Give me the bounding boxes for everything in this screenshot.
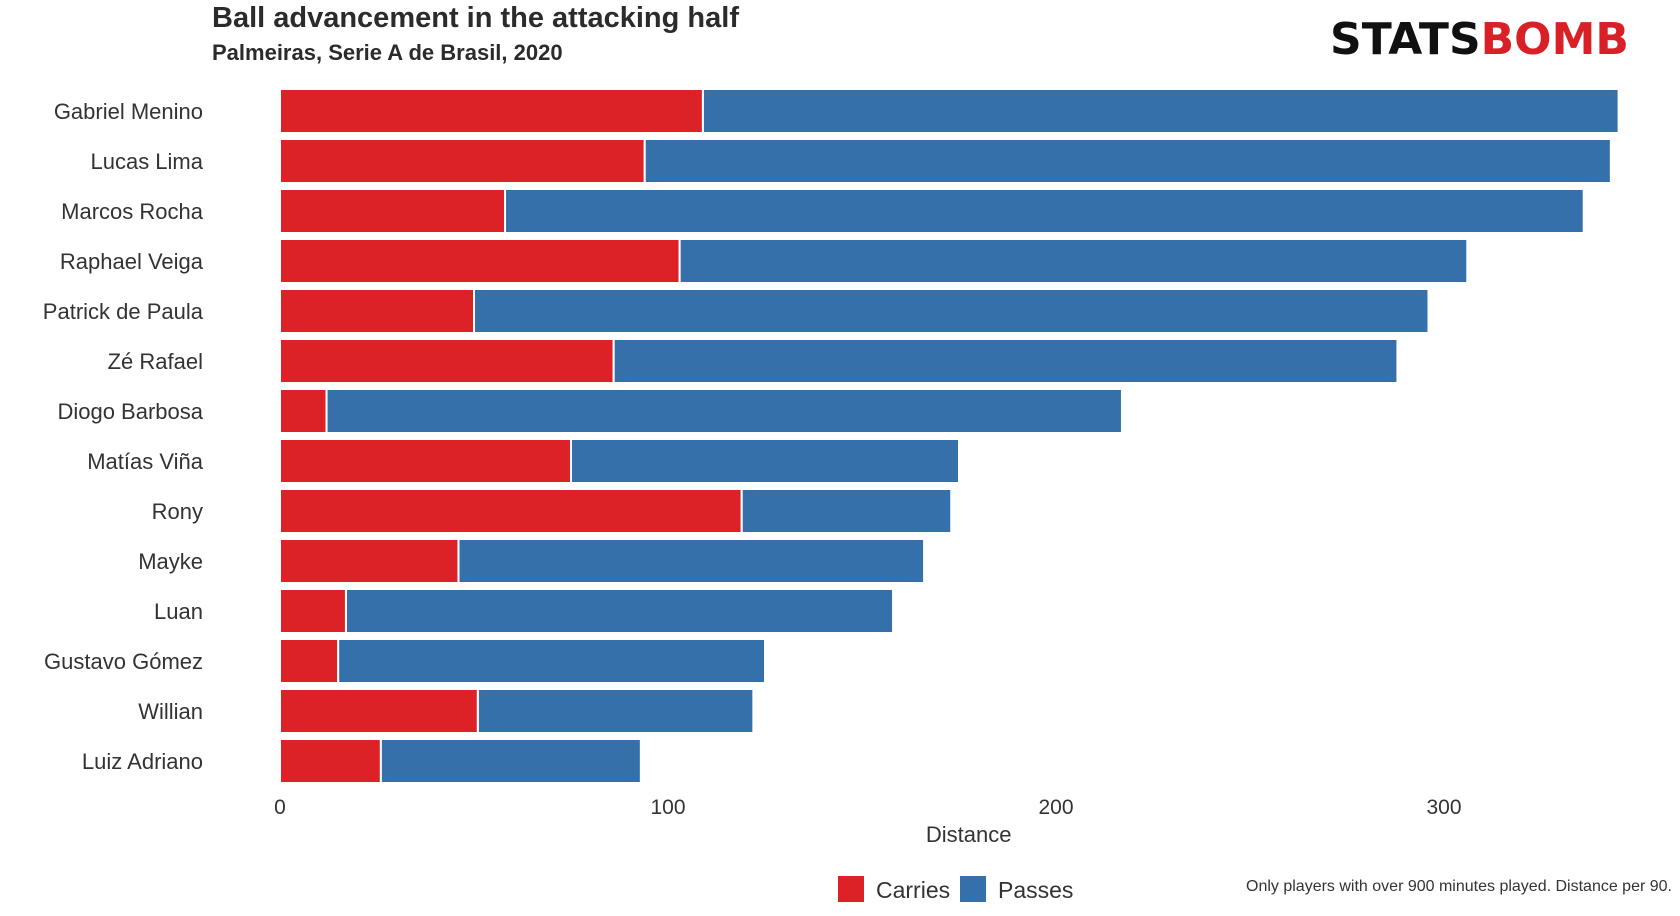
category-label-gustavo-gomez: Gustavo Gómez [44,649,203,674]
category-label-ze-rafael: Zé Rafael [108,349,203,374]
x-tick-label: 100 [650,796,685,819]
category-label-diogo-barbosa: Diogo Barbosa [57,399,203,424]
chart-title: Ball advancement in the attacking half [212,2,739,34]
legend-label-passes: Passes [998,877,1073,903]
category-label-gabriel-menino: Gabriel Menino [54,99,203,124]
category-label-matias-vina: Matías Viña [87,449,204,474]
bar-passes-mayke [457,538,926,584]
category-label-marcos-rocha: Marcos Rocha [61,199,204,224]
category-label-raphael-veiga: Raphael Veiga [60,249,204,274]
bar-carries-raphael-veiga [279,238,681,284]
bar-passes-rony [740,488,953,534]
bar-passes-matias-vina [570,438,960,484]
category-label-mayke: Mayke [138,549,203,574]
bar-passes-marcos-rocha [504,188,1585,234]
bar-passes-patrick-de-paula [473,288,1430,334]
category-label-luan: Luan [154,599,203,624]
logo-text-stats: STATS [1330,14,1481,65]
legend-swatch-passes [960,876,986,902]
bar-carries-diogo-barbosa [279,388,328,434]
x-tick-label: 300 [1426,796,1461,819]
bar-carries-marcos-rocha [279,188,507,234]
chart-subtitle: Palmeiras, Serie A de Brasil, 2020 [212,40,563,65]
bar-passes-gabriel-menino [701,88,1620,134]
bar-carries-rony [279,488,743,534]
bar-passes-willian [476,688,755,734]
bar-passes-gustavo-gomez [337,638,766,684]
category-label-luiz-adriano: Luiz Adriano [82,749,203,774]
bar-passes-raphael-veiga [678,238,1469,284]
bar-carries-mayke [279,538,460,584]
x-axis-label: Distance [926,822,1012,847]
logo-text-bomb: BOMB [1480,14,1629,65]
bar-carries-gustavo-gomez [279,638,340,684]
x-tick-label: 0 [274,796,286,819]
bar-carries-willian [279,688,479,734]
bar-passes-lucas-lima [643,138,1612,184]
bar-passes-ze-rafael [612,338,1399,384]
statsbomb-logo: STATSBOMB [1330,14,1629,65]
bar-passes-luan [344,588,895,634]
bar-carries-luan [279,588,347,634]
category-label-rony: Rony [152,499,203,524]
bar-passes-diogo-barbosa [325,388,1123,434]
bar-carries-luiz-adriano [279,738,382,784]
bar-carries-matias-vina [279,438,572,484]
footnote: Only players with over 900 minutes playe… [1246,878,1672,895]
category-label-willian: Willian [138,699,203,724]
legend-swatch-carries [838,876,864,902]
x-tick-label: 200 [1038,796,1073,819]
bar-passes-luiz-adriano [379,738,642,784]
bar-carries-gabriel-menino [279,88,704,134]
category-label-lucas-lima: Lucas Lima [90,149,203,174]
bar-carries-ze-rafael [279,338,615,384]
bar-carries-lucas-lima [279,138,646,184]
legend-label-carries: Carries [876,877,950,903]
category-label-patrick-de-paula: Patrick de Paula [43,299,204,324]
bar-carries-patrick-de-paula [279,288,475,334]
